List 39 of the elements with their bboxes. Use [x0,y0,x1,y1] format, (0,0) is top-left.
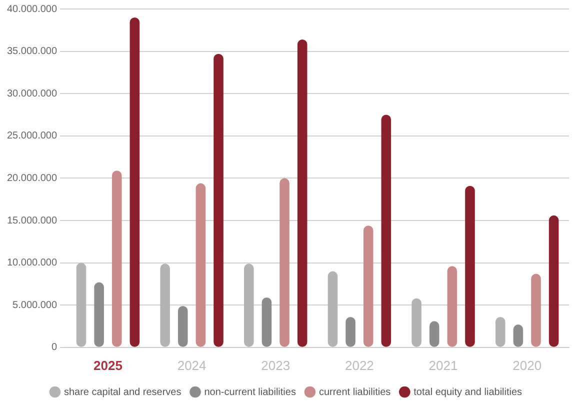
legend-label: share capital and reserves [64,386,182,398]
x-tick-label: 2023 [261,358,290,373]
bar [328,271,338,347]
y-tick-label: 30.000.000 [6,88,58,100]
y-tick-label: 5.000.000 [12,300,58,311]
legend-label: total equity and liabilities [414,386,522,398]
x-tick-label: 2025 [94,358,122,373]
y-tick-label: 0 [51,342,58,354]
x-tick-label: 2022 [344,358,374,373]
y-tick-label: 10.000.000 [6,258,58,269]
x-tick-label: 2020 [512,358,542,373]
bar [363,226,374,347]
bar [214,54,224,347]
legend-label: current liabilities [318,386,391,398]
bar [130,17,140,347]
x-tick-label: 2021 [428,358,458,373]
legend-label: non-current liabilities [204,386,296,398]
bar [262,297,272,347]
y-tick-label: 25.000.000 [6,130,58,142]
bar [160,264,170,347]
bar [548,215,559,347]
bar [412,298,422,347]
bar [94,282,104,347]
y-tick-label: 15.000.000 [6,215,58,226]
bar [465,186,475,347]
bar [381,114,392,347]
bar [76,262,86,347]
bar [297,39,308,347]
x-tick-label: 2024 [177,358,206,373]
bar [196,183,206,347]
y-tick-label: 20.000.000 [6,172,58,184]
bar [280,178,290,347]
bar [178,306,188,347]
bar [112,170,122,347]
y-tick-label: 40.000.000 [6,4,58,15]
bar [531,274,541,347]
y-tick-label: 35.000.000 [6,46,58,58]
bar [244,264,254,347]
bar [447,266,458,347]
